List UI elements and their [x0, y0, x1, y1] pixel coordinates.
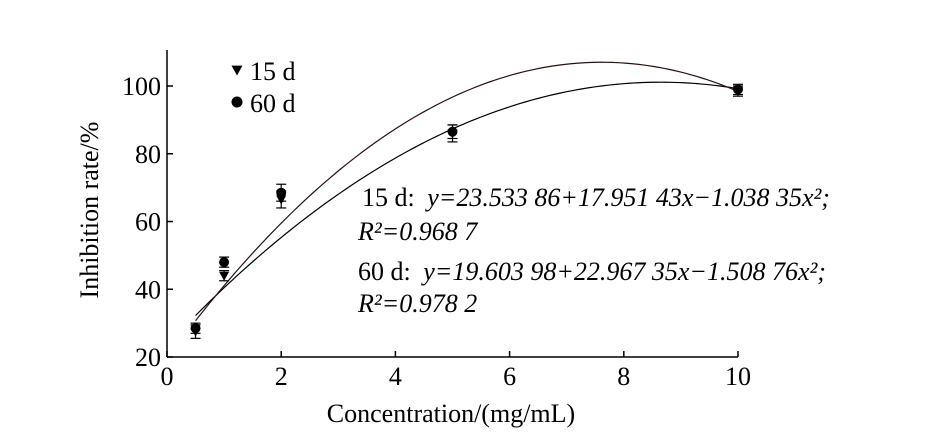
x-tick-label: 6	[503, 362, 516, 391]
legend: 15 d 60 d	[231, 57, 296, 118]
point-60d	[190, 323, 201, 334]
x-tick-label: 10	[725, 362, 751, 391]
y-tick-label: 80	[135, 140, 161, 169]
x-tick-label: 8	[617, 362, 630, 391]
fit-curve-15d	[195, 81, 739, 316]
x-tick-label: 0	[161, 362, 174, 391]
point-60d	[219, 257, 230, 268]
annotation-60d-equation: y=19.603 98+22.967 35x−1.508 76x²;	[420, 257, 826, 286]
annotation-60d-label: 60 d:	[358, 257, 411, 286]
svg-text:60 d: y=19.603 98+22.967: 60 d: y=19.603 98+22.967 35x−1.508 76x²;	[358, 257, 826, 286]
y-axis-label: Inhibition rate/%	[75, 122, 104, 299]
legend-label-60d: 60 d	[250, 89, 296, 118]
point-60d	[733, 84, 743, 95]
annotation-15d-label: 15 d:	[362, 183, 415, 212]
point-15d	[219, 271, 230, 281]
point-60d	[447, 126, 458, 137]
y-tick-label: 100	[122, 72, 161, 101]
x-tick-label: 4	[389, 362, 402, 391]
fit-curves	[195, 61, 739, 322]
y-tick-label: 60	[135, 208, 161, 237]
annotation-15d-r2: R²=0.968 7	[357, 217, 478, 246]
legend-marker-60d	[231, 96, 243, 108]
annotation-60d-r2: R²=0.978 2	[357, 289, 477, 318]
point-60d	[276, 187, 287, 198]
fit-curve-60d	[195, 61, 739, 322]
axes: 0 2 4 6 8 10 20 40 60 80 100	[122, 50, 751, 391]
legend-label-15d: 15 d	[250, 57, 296, 86]
annotation-15d: 15 d: y=23.533 86+17.951 43x−1.038 35x²;…	[357, 183, 830, 246]
y-tick-label: 40	[135, 275, 161, 304]
legend-marker-15d	[231, 65, 243, 76]
annotation-60d: 60 d: y=19.603 98+22.967 35x−1.508 76x²;…	[357, 257, 826, 318]
svg-text:15 d: y=23.533 86+17.951: 15 d: y=23.533 86+17.951 43x−1.038 35x²;	[362, 183, 830, 212]
data-points	[190, 83, 743, 339]
y-tick-label: 20	[135, 343, 161, 372]
annotation-15d-equation: y=23.533 86+17.951 43x−1.038 35x²;	[424, 183, 830, 212]
x-axis-label: Concentration/(mg/mL)	[327, 399, 575, 428]
x-tick-label: 2	[275, 362, 288, 391]
